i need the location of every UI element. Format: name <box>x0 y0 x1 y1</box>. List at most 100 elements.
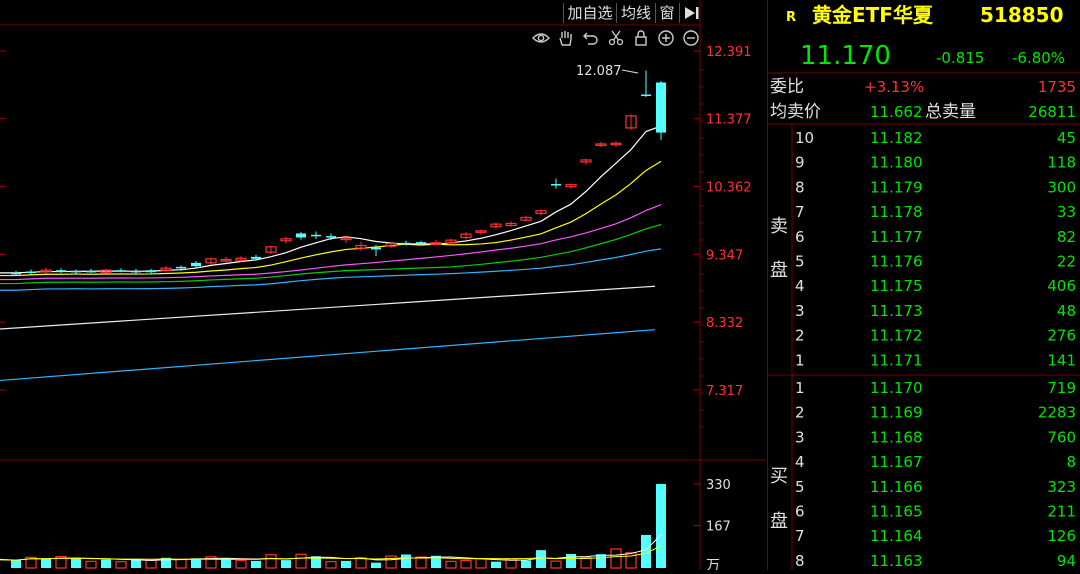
sell-level-volume: 22 <box>1057 253 1076 271</box>
sell-level-volume: 82 <box>1057 228 1076 246</box>
candle <box>56 270 66 272</box>
avg-ask-label: 均卖价 <box>770 102 821 122</box>
volume-bar <box>431 555 441 568</box>
candle <box>191 262 201 267</box>
window-button[interactable]: 窗 <box>659 4 675 22</box>
candle <box>625 115 637 129</box>
price-change-pct: -6.80% <box>1012 49 1065 67</box>
ma-line-button[interactable]: 均线 <box>620 4 651 22</box>
volume-bar <box>175 558 187 569</box>
order-ratio-label: 委比 <box>770 77 804 97</box>
sell-level-price: 11.171 <box>870 351 923 369</box>
lock-icon[interactable] <box>632 29 650 47</box>
sell-level-volume: 406 <box>1047 277 1076 295</box>
buy-level-number: 8 <box>795 552 805 570</box>
sell-level-number: 8 <box>795 178 805 196</box>
volume-bar <box>550 560 562 569</box>
candle <box>86 270 96 273</box>
buy-level-volume: 2283 <box>1038 404 1076 422</box>
sell-level-price: 11.176 <box>870 253 923 271</box>
buy-level-volume: 760 <box>1047 428 1076 446</box>
volume-bar <box>71 557 81 568</box>
buy-side-title: 盘 <box>770 511 788 532</box>
volume-bar <box>445 560 457 569</box>
volume-bar <box>536 550 546 568</box>
sell-level-volume: 300 <box>1047 178 1076 196</box>
buy-level-number: 2 <box>795 404 805 422</box>
volume-bar <box>521 560 531 568</box>
sell-level-price: 11.177 <box>870 228 923 246</box>
volume-bar <box>145 559 157 569</box>
volume-bar <box>625 552 637 569</box>
volume-bar <box>25 556 37 569</box>
buy-level-price: 11.170 <box>870 379 923 397</box>
candle <box>371 247 381 250</box>
price-tick-label: 8.332 <box>706 316 743 331</box>
add-watchlist-button[interactable]: 加自选 <box>567 4 613 22</box>
buy-level-number: 3 <box>795 428 805 446</box>
volume-bar <box>265 554 277 569</box>
sell-level-price: 11.180 <box>870 154 923 172</box>
sell-level-number: 4 <box>795 277 805 295</box>
eye-icon[interactable] <box>532 29 550 47</box>
volume-bar <box>235 559 247 569</box>
order-ratio-value: +3.13% <box>864 78 924 96</box>
buy-level-number: 4 <box>795 453 805 471</box>
price-tick-label: 10.362 <box>706 181 752 196</box>
volume-bar <box>85 560 97 569</box>
volume-bar <box>460 560 472 569</box>
candle <box>641 94 651 96</box>
sell-level-number: 7 <box>795 203 805 221</box>
candle <box>505 222 517 227</box>
zoom-in-icon[interactable] <box>657 29 675 47</box>
ma60-line <box>0 248 662 291</box>
sell-level-number: 1 <box>795 351 805 369</box>
kline-chart-panel[interactable]: 12.391 11.377 10.362 9.347 8.332 7.317 12.087 3… <box>0 0 766 570</box>
toolbar-separator <box>616 3 617 23</box>
volume-tick-label: 167 <box>706 519 731 534</box>
expand-panel-button[interactable] <box>681 0 703 26</box>
volume-bar <box>566 554 576 568</box>
candle <box>385 242 397 247</box>
candle <box>40 269 52 273</box>
sell-level-number: 5 <box>795 253 805 271</box>
quote-panel: R 黄金ETF华夏 518850 11.170 -0.815 -6.80% 委比 +3.13%… <box>767 0 1080 570</box>
buy-level-price: 11.169 <box>870 404 923 422</box>
volume-bar <box>341 560 351 568</box>
hand-icon[interactable] <box>557 29 575 47</box>
zoom-out-icon[interactable] <box>682 29 700 47</box>
buy-level-number: 5 <box>795 478 805 496</box>
arrow-right-bar-icon <box>685 7 699 19</box>
sell-level-price: 11.182 <box>870 129 923 147</box>
security-code: 518850 <box>980 3 1064 27</box>
volume-bar <box>191 558 201 568</box>
buy-level-volume: 126 <box>1047 527 1076 545</box>
high-price-pointer <box>621 69 639 74</box>
sell-level-volume: 48 <box>1057 302 1076 320</box>
kline-chart[interactable]: 12.391 11.377 10.362 9.347 8.332 7.317 12.087 3… <box>0 0 766 570</box>
order-ratio-diff: 1735 <box>1038 78 1076 96</box>
candle <box>205 258 217 264</box>
candle <box>610 142 622 146</box>
buy-level-volume: 8 <box>1066 453 1076 471</box>
last-price: 11.170 <box>800 41 891 71</box>
price-change: -0.815 <box>936 49 984 67</box>
sell-level-number: 9 <box>795 154 805 172</box>
candle <box>160 267 172 271</box>
candle <box>251 256 261 259</box>
volume-bar <box>385 555 397 569</box>
volume-bar <box>325 561 337 569</box>
volume-bar <box>656 484 666 568</box>
candle <box>131 270 141 273</box>
sell-level-number: 2 <box>795 327 805 345</box>
buy-level-volume: 211 <box>1047 503 1076 521</box>
candle <box>355 244 367 249</box>
scissors-icon[interactable] <box>607 29 625 47</box>
price-tick-label: 7.317 <box>706 384 743 399</box>
ma10-line <box>0 160 662 277</box>
volume-bar <box>610 548 622 569</box>
toolbar-separator <box>679 3 680 23</box>
candle <box>26 271 36 274</box>
undo-icon[interactable] <box>582 29 600 47</box>
candle <box>490 223 502 228</box>
